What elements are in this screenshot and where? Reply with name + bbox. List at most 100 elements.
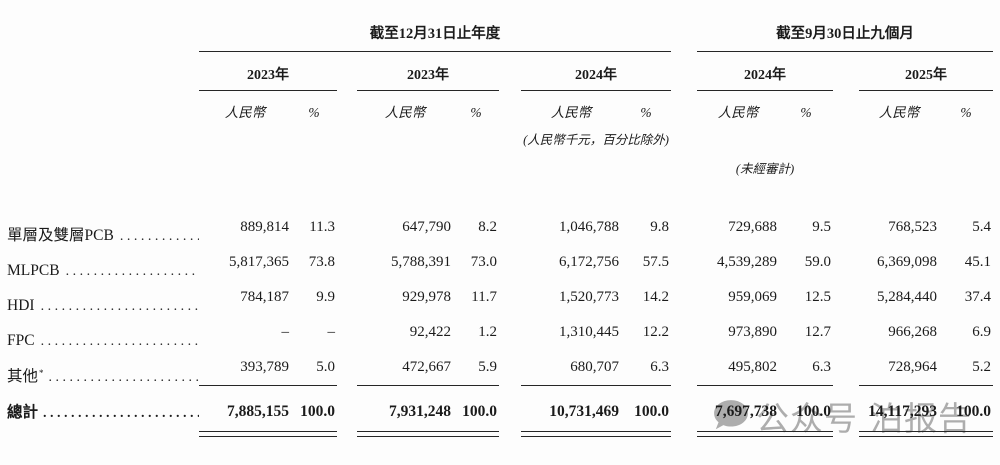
- cell-value: 57.5: [642, 254, 669, 270]
- unit-note-row: (人民幣千元，百分比除外): [7, 121, 993, 148]
- leader-dots: ........................................: [119, 229, 199, 244]
- cell-value: 495,802: [697, 350, 779, 386]
- table-row-single-double-pcb: 單層及雙層PCB................................…: [7, 177, 993, 245]
- unaudited-note: (未經審計): [735, 162, 795, 176]
- cell-value: 729,688: [728, 219, 777, 235]
- leader-dots: ........................................: [40, 334, 199, 349]
- cell-value: 680,707: [521, 350, 621, 386]
- cell-value: 9.9: [316, 289, 335, 305]
- period-header-interim: 截至9月30日止九個月: [697, 12, 994, 52]
- row-label: 單層及雙層PCB: [7, 227, 114, 244]
- cell-value: 6.3: [779, 350, 833, 386]
- cell-value: 100.0: [291, 385, 337, 432]
- percent-header: %: [470, 105, 482, 120]
- cell-value: 768,523: [888, 219, 937, 235]
- cell-value: 5,284,440: [877, 289, 937, 305]
- cell-value: 12.2: [642, 324, 669, 340]
- leader-dots: ........................................: [43, 405, 199, 421]
- cell-value: 9.5: [812, 219, 831, 235]
- currency-header: 人民幣: [550, 105, 592, 120]
- cell-value: 100.0: [939, 385, 994, 432]
- cell-value: 92,422: [409, 324, 451, 340]
- cell-value: 5.9: [453, 350, 499, 386]
- cell-value: 45.1: [964, 254, 992, 270]
- cell-value: 73.8: [308, 254, 335, 270]
- year-header-2024: 2024年: [521, 51, 671, 91]
- cell-value: 100.0: [779, 385, 833, 432]
- cell-value: 11.7: [471, 289, 497, 305]
- cell-value: 12.7: [804, 324, 831, 340]
- percent-header: %: [640, 105, 652, 120]
- table-row-fpc: FPC.....................................…: [7, 315, 993, 350]
- leader-dots: ........................................: [40, 299, 199, 314]
- period-header-annual: 截至12月31日止年度: [199, 12, 671, 52]
- currency-header: 人民幣: [224, 105, 266, 120]
- cell-value: 5.2: [939, 350, 994, 386]
- cell-value: 5,817,365: [229, 254, 289, 270]
- table-row-others: 其他*.....................................…: [7, 350, 994, 386]
- row-label: 其他: [7, 367, 39, 385]
- cell-value: 728,964: [859, 350, 939, 386]
- cell-value: 6,369,098: [877, 254, 937, 270]
- cell-value: 472,667: [357, 350, 453, 386]
- cell-value: 12.5: [804, 289, 831, 305]
- cell-value: 973,890: [728, 324, 777, 340]
- cell-value: 6.3: [621, 350, 671, 386]
- table-row-hdi: HDI.....................................…: [7, 280, 993, 315]
- total-double-rule-row: [7, 431, 994, 437]
- revenue-breakdown-table: 截至12月31日止年度 截至9月30日止九個月 2023年 2023年 2024…: [7, 12, 994, 437]
- cell-value: 1,520,773: [559, 289, 619, 305]
- cell-value: 11.3: [309, 219, 335, 235]
- percent-header: %: [960, 105, 972, 120]
- cell-value: 5,788,391: [391, 254, 451, 270]
- cell-value: 393,789: [199, 350, 291, 386]
- year-header-2023a: 2023年: [199, 51, 337, 91]
- cell-value: 73.0: [470, 254, 497, 270]
- cell-value: 14.2: [642, 289, 669, 305]
- cell-value: 100.0: [453, 385, 499, 432]
- year-header-row: 2023年 2023年 2024年 2024年 2025年: [7, 51, 994, 91]
- leader-dots: ........................................: [48, 369, 199, 385]
- cell-value: 1,046,788: [559, 219, 619, 235]
- cell-value: 5.0: [291, 350, 337, 386]
- cell-value: 9.8: [650, 219, 669, 235]
- cell-value: 966,268: [888, 324, 937, 340]
- unaudited-note-row: (未經審計): [7, 148, 993, 177]
- cell-value: 647,790: [402, 219, 451, 235]
- percent-header: %: [308, 105, 320, 120]
- year-header-2025-9m: 2025年: [859, 51, 994, 91]
- cell-value: 1.2: [478, 324, 497, 340]
- cell-value: 1,310,445: [559, 324, 619, 340]
- period-header-row: 截至12月31日止年度 截至9月30日止九個月: [7, 12, 994, 52]
- cell-value: 59.0: [804, 254, 831, 270]
- cell-value: 7,931,248: [357, 385, 453, 432]
- cell-value: 6.9: [972, 324, 992, 340]
- year-header-2024-9m: 2024年: [697, 51, 833, 91]
- row-label: MLPCB: [7, 262, 60, 279]
- row-label: 總計: [7, 403, 39, 421]
- cell-value: –: [327, 324, 336, 340]
- cell-value: 7,697,738: [697, 385, 779, 432]
- cell-value: 14,117,293: [859, 385, 939, 432]
- currency-header: 人民幣: [384, 105, 426, 120]
- cell-value: 6,172,756: [559, 254, 619, 270]
- cell-value: 10,731,469: [521, 385, 621, 432]
- cell-value: 929,978: [402, 289, 451, 305]
- cell-value: 100.0: [621, 385, 671, 432]
- leader-dots: ........................................: [65, 264, 199, 279]
- currency-header: 人民幣: [717, 105, 759, 120]
- row-label: HDI: [7, 297, 35, 314]
- cell-value: 8.2: [478, 219, 497, 235]
- year-header-2023b: 2023年: [357, 51, 499, 91]
- row-label: FPC: [7, 332, 35, 349]
- cell-value: 4,539,289: [717, 254, 777, 270]
- unit-header-row: 人民幣 % 人民幣 % 人民幣 % 人民幣 % 人民幣 %: [7, 91, 993, 122]
- table-row-total: 總計......................................…: [7, 385, 994, 432]
- table-row-mlpcb: MLPCB...................................…: [7, 245, 993, 280]
- footnote-marker: *: [39, 367, 44, 378]
- cell-value: 37.4: [964, 289, 992, 305]
- currency-header: 人民幣: [878, 105, 920, 120]
- unit-note: (人民幣千元，百分比除外): [523, 133, 669, 147]
- cell-value: 959,069: [728, 289, 777, 305]
